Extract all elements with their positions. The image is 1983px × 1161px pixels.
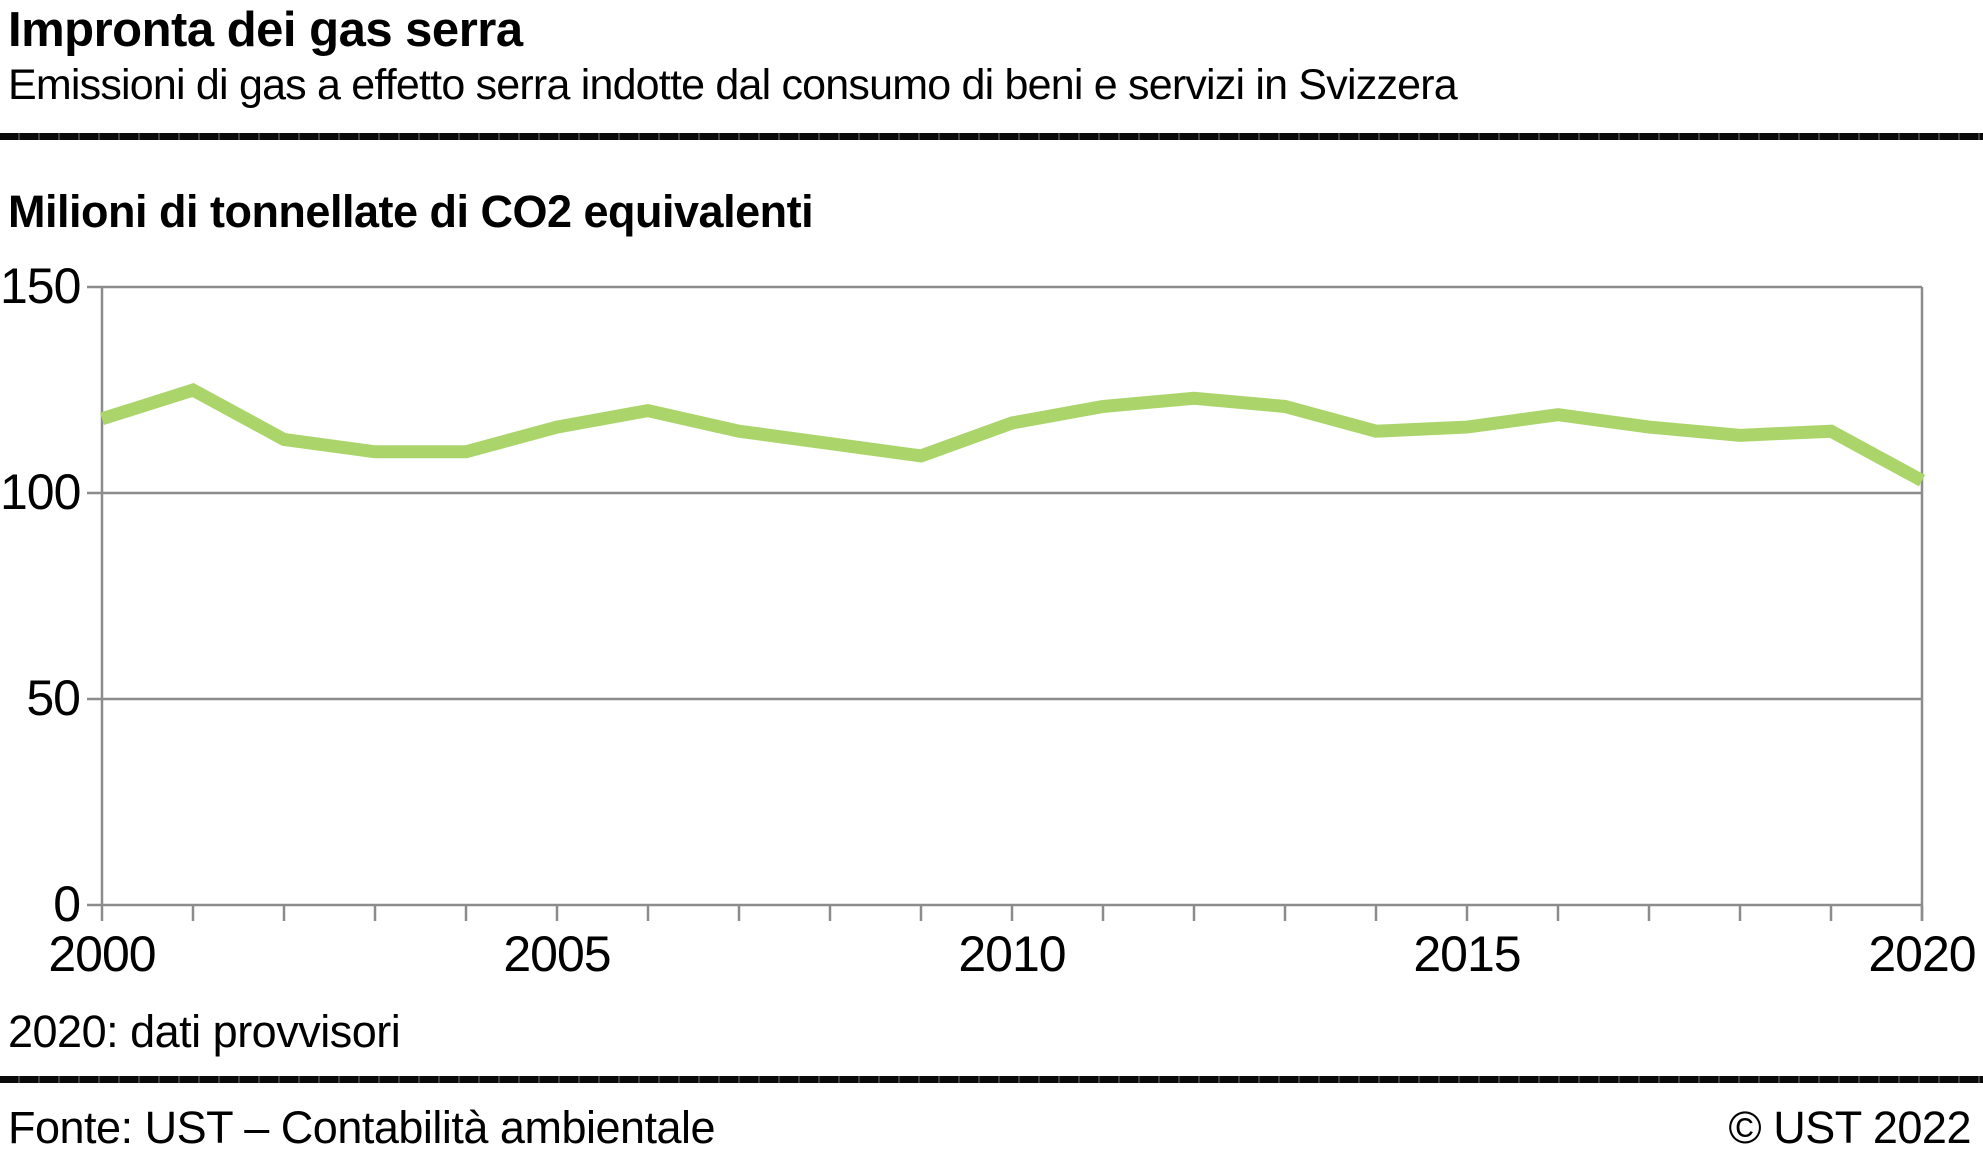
top-separator-rule [0, 133, 1983, 140]
y-tick-label-150: 150 [0, 258, 81, 314]
source-label: Fonte: UST – Contabilità ambientale [8, 1102, 716, 1153]
data-series-line [100, 382, 1926, 487]
page-subtitle: Emissioni di gas a effetto serra indotte… [8, 61, 1458, 109]
provisional-data-note: 2020: dati provvisori [8, 1006, 401, 1057]
bottom-separator-rule [0, 1076, 1983, 1083]
x-tick-label-2015: 2015 [1413, 926, 1521, 982]
x-tick-label-2000: 2000 [48, 926, 156, 982]
y-axis-unit-label: Milioni di tonnellate di CO2 equivalenti [8, 186, 814, 237]
x-tick-label-2020: 2020 [1868, 926, 1976, 982]
y-tick-label-0: 0 [53, 876, 81, 932]
y-tick-label-50: 50 [26, 670, 81, 726]
x-tick-label-2005: 2005 [503, 926, 611, 982]
copyright-label: © UST 2022 [1728, 1102, 1972, 1153]
page-title: Impronta dei gas serra [8, 3, 523, 57]
y-tick-label-100: 100 [0, 464, 81, 520]
x-tick-label-2010: 2010 [958, 926, 1066, 982]
